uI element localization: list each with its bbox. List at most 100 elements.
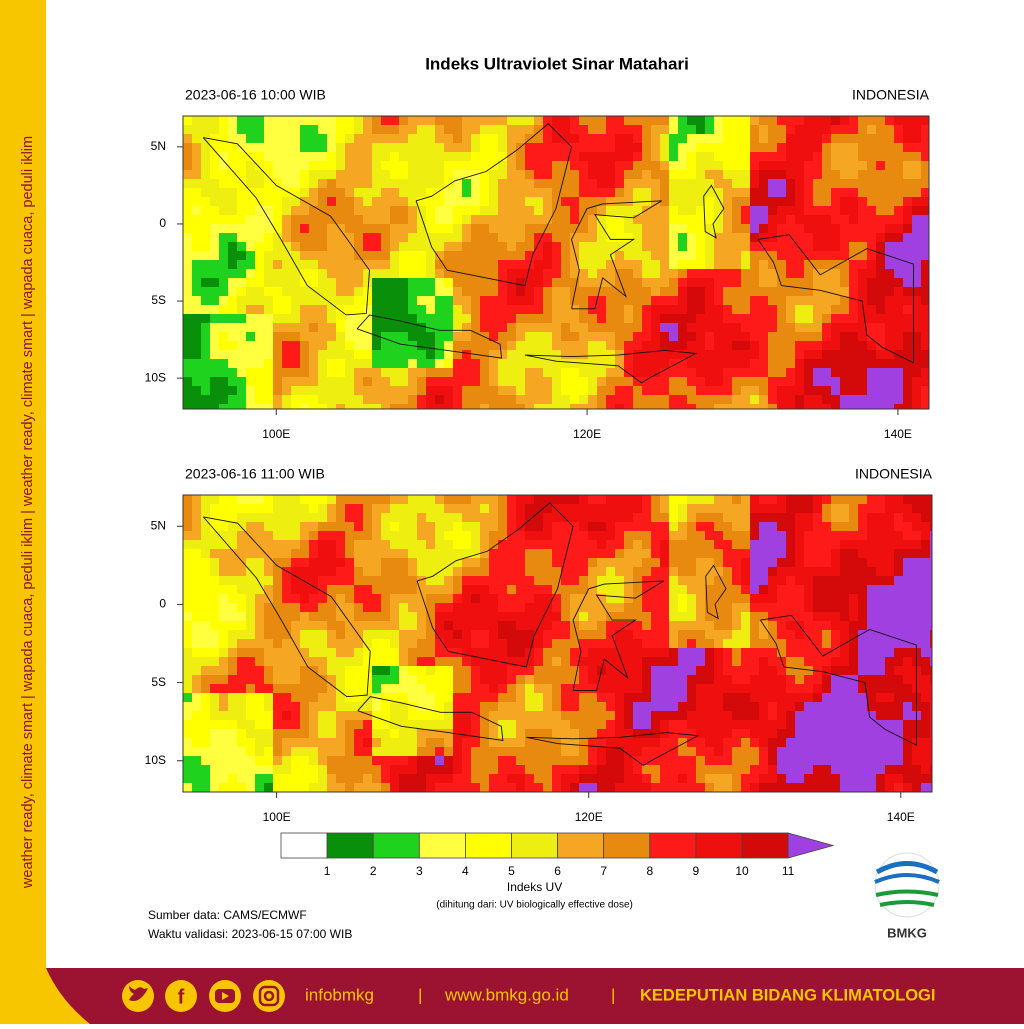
uv-cell	[381, 531, 391, 541]
uv-cell	[723, 648, 733, 658]
uv-cell	[273, 161, 283, 171]
uv-cell	[633, 278, 643, 288]
uv-cell	[228, 666, 238, 676]
uv-cell	[498, 134, 508, 144]
uv-cell	[264, 783, 274, 793]
uv-cell	[867, 314, 877, 324]
uv-cell	[705, 368, 715, 378]
uv-cell	[570, 314, 580, 324]
uv-cell	[453, 206, 463, 216]
uv-cell	[687, 765, 697, 775]
uv-cell	[480, 143, 490, 153]
uv-cell	[705, 783, 715, 793]
uv-cell	[822, 161, 832, 171]
uv-cell	[786, 197, 796, 207]
uv-cell	[651, 287, 661, 297]
uv-cell	[309, 233, 319, 243]
uv-cell	[327, 711, 337, 721]
uv-cell	[489, 305, 499, 315]
uv-cell	[309, 675, 319, 685]
uv-cell	[732, 657, 742, 667]
uv-cell	[741, 332, 751, 342]
uv-cell	[363, 603, 373, 613]
uv-cell	[201, 747, 211, 757]
uv-cell	[759, 278, 769, 288]
uv-cell	[732, 125, 742, 135]
uv-cell	[651, 756, 661, 766]
uv-cell	[651, 224, 661, 234]
uv-cell	[885, 188, 895, 198]
uv-cell	[210, 368, 220, 378]
uv-cell	[309, 639, 319, 649]
uv-cell	[642, 774, 652, 784]
uv-cell	[336, 368, 346, 378]
uv-cell	[228, 576, 238, 586]
uv-cell	[876, 350, 886, 360]
uv-cell	[345, 648, 355, 658]
uv-cell	[687, 675, 697, 685]
uv-cell	[579, 702, 589, 712]
uv-cell	[228, 738, 238, 748]
uv-cell	[741, 702, 751, 712]
uv-cell	[786, 630, 796, 640]
uv-cell	[318, 522, 328, 532]
uv-cell	[471, 188, 481, 198]
uv-cell	[444, 377, 454, 387]
uv-cell	[759, 296, 769, 306]
uv-cell	[336, 332, 346, 342]
uv-cell	[390, 513, 400, 523]
uv-cell	[732, 549, 742, 559]
uv-cell	[822, 233, 832, 243]
uv-cell	[246, 549, 256, 559]
uv-cell	[480, 242, 490, 252]
uv-cell	[255, 179, 265, 189]
uv-cell	[723, 720, 733, 730]
uv-cell	[678, 215, 688, 225]
uv-cell	[444, 774, 454, 784]
uv-cell	[210, 287, 220, 297]
uv-cell	[381, 260, 391, 270]
uv-cell	[588, 594, 598, 604]
uv-cell	[282, 233, 292, 243]
uv-cell	[525, 621, 535, 631]
uv-cell	[525, 161, 535, 171]
uv-cell	[660, 332, 670, 342]
uv-cell	[606, 621, 616, 631]
uv-cell	[723, 522, 733, 532]
uv-cell	[534, 729, 544, 739]
uv-cell	[768, 350, 778, 360]
uv-cell	[300, 567, 310, 577]
uv-cell	[849, 278, 859, 288]
uv-cell	[255, 251, 265, 261]
uv-cell	[615, 377, 625, 387]
uv-cell	[525, 738, 535, 748]
uv-cell	[309, 116, 319, 126]
uv-cell	[741, 747, 751, 757]
uv-cell	[435, 377, 445, 387]
uv-cell	[579, 774, 589, 784]
uv-cell	[552, 377, 562, 387]
uv-cell	[381, 684, 391, 694]
uv-cell	[327, 242, 337, 252]
uv-cell	[759, 395, 769, 405]
uv-cell	[633, 720, 643, 730]
uv-cell	[273, 756, 283, 766]
uv-cell	[579, 504, 589, 514]
uv-cell	[462, 504, 472, 514]
uv-cell	[579, 251, 589, 261]
uv-cell	[453, 287, 463, 297]
uv-cell	[228, 585, 238, 595]
uv-cell	[606, 711, 616, 721]
uv-cell	[246, 260, 256, 270]
uv-cell	[561, 693, 571, 703]
uv-cell	[894, 116, 904, 126]
uv-cell	[300, 504, 310, 514]
lat-tick-label: 10S	[145, 370, 166, 384]
uv-cell	[399, 630, 409, 640]
uv-cell	[291, 603, 301, 613]
uv-cell	[345, 323, 355, 333]
uv-cell	[354, 116, 364, 126]
uv-cell	[282, 603, 292, 613]
uv-cell	[246, 513, 256, 523]
uv-cell	[867, 287, 877, 297]
